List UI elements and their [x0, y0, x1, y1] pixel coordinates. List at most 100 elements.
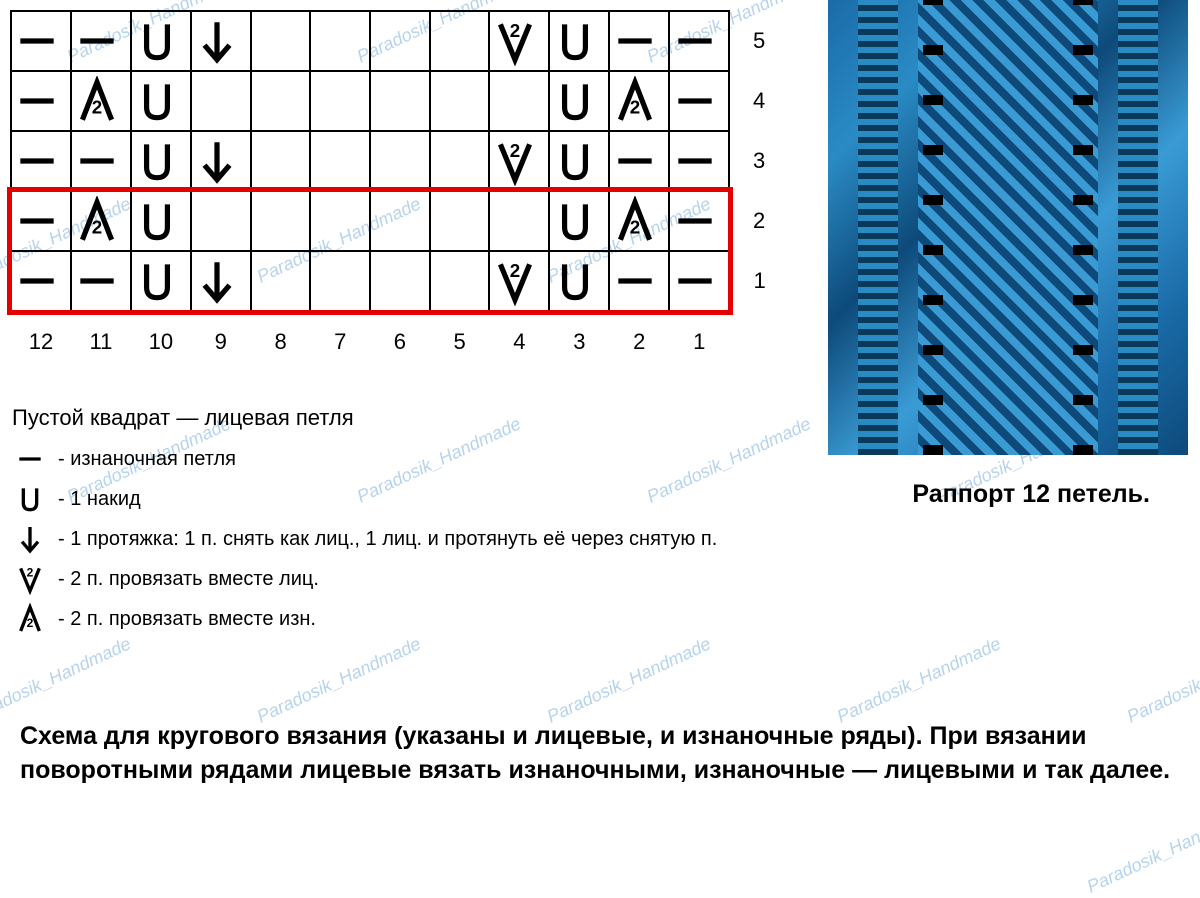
- legend-row: 2 - 2 п. провязать вместе лиц.: [12, 561, 717, 597]
- chart-cell: [251, 191, 311, 251]
- watermark: Paradosik_Handmade: [0, 633, 134, 727]
- chart-cell: [191, 251, 251, 311]
- col-label: 6: [370, 311, 430, 371]
- legend-symbol-A2: 2: [12, 601, 48, 637]
- chart-cell: 2: [71, 71, 131, 131]
- watermark: Paradosik_Handmade: [1124, 633, 1200, 727]
- col-label: 4: [489, 311, 549, 371]
- chart-cell: [609, 131, 669, 191]
- chart-cell: [370, 191, 430, 251]
- chart-cell: 2: [489, 131, 549, 191]
- chart-cell: [549, 131, 609, 191]
- svg-text:2: 2: [510, 260, 520, 281]
- watermark: Paradosik_Handmade: [1084, 803, 1200, 897]
- legend-title: Пустой квадрат — лицевая петля: [12, 400, 717, 435]
- description-text: Схема для кругового вязания (указаны и л…: [20, 720, 1180, 788]
- chart-cell: [191, 11, 251, 71]
- chart-cell: [71, 251, 131, 311]
- col-label: 9: [191, 311, 251, 371]
- chart-cell: [131, 131, 191, 191]
- col-label: 11: [71, 311, 131, 371]
- chart-cell: [370, 251, 430, 311]
- watermark: Paradosik_Handmade: [254, 633, 424, 727]
- chart-cell: [669, 131, 729, 191]
- chart-cell: [669, 11, 729, 71]
- chart-cell: [430, 71, 490, 131]
- legend-text: - 1 накид: [58, 483, 141, 515]
- legend-symbol-V2: 2: [12, 561, 48, 597]
- knitting-photo: [828, 0, 1188, 455]
- chart-cell: [430, 191, 490, 251]
- legend-row: - 1 протяжка: 1 п. снять как лиц., 1 лиц…: [12, 521, 717, 557]
- col-label: 1: [669, 311, 729, 371]
- legend-symbol-U: [12, 481, 48, 517]
- row-label: 5: [729, 11, 789, 71]
- chart-cell: [669, 71, 729, 131]
- chart-cell: [549, 71, 609, 131]
- chart-cell: [310, 251, 370, 311]
- svg-text:2: 2: [630, 97, 640, 118]
- svg-text:2: 2: [510, 140, 520, 161]
- chart-cell: [71, 11, 131, 71]
- chart-cell: [131, 71, 191, 131]
- chart-cell: [310, 71, 370, 131]
- chart-cell: [310, 131, 370, 191]
- chart-cell: [370, 71, 430, 131]
- watermark: Paradosik_Handmade: [544, 633, 714, 727]
- watermark: Paradosik_Handmade: [834, 633, 1004, 727]
- legend-row: - 1 накид: [12, 481, 717, 517]
- legend-text: - 1 протяжка: 1 п. снять как лиц., 1 лиц…: [58, 523, 717, 555]
- legend-text: - 2 п. провязать вместе изн.: [58, 603, 316, 635]
- chart-cell: [609, 251, 669, 311]
- chart-cell: [11, 191, 71, 251]
- chart-cell: [11, 131, 71, 191]
- svg-text:2: 2: [27, 616, 34, 630]
- chart-cell: [191, 71, 251, 131]
- svg-text:2: 2: [510, 20, 520, 41]
- chart-cell: [310, 11, 370, 71]
- svg-text:2: 2: [92, 217, 102, 238]
- legend-row: 2 - 2 п. провязать вместе изн.: [12, 601, 717, 637]
- chart-cell: [430, 131, 490, 191]
- col-label: 5: [430, 311, 490, 371]
- col-label: 2: [609, 311, 669, 371]
- legend: Пустой квадрат — лицевая петля - изнаноч…: [12, 400, 717, 641]
- chart-cell: [669, 251, 729, 311]
- legend-text: - 2 п. провязать вместе лиц.: [58, 563, 319, 595]
- chart-cell: [310, 191, 370, 251]
- chart-cell: [131, 251, 191, 311]
- col-label: 7: [310, 311, 370, 371]
- chart-cell: 2: [489, 251, 549, 311]
- chart-cell: [251, 71, 311, 131]
- chart-cell: 2: [489, 11, 549, 71]
- chart-cell: [549, 11, 609, 71]
- chart-cell: 2: [609, 71, 669, 131]
- chart-cell: 2: [609, 191, 669, 251]
- rapport-text: Раппорт 12 петель.: [912, 480, 1150, 509]
- chart-cell: [669, 191, 729, 251]
- chart-cell: [430, 251, 490, 311]
- chart-cell: [11, 251, 71, 311]
- col-label: 10: [131, 311, 191, 371]
- row-label: 3: [729, 131, 789, 191]
- row-label: 4: [729, 71, 789, 131]
- chart-cell: [489, 191, 549, 251]
- legend-symbol-arrow: [12, 521, 48, 557]
- svg-text:2: 2: [27, 566, 34, 580]
- chart-cell: 2: [71, 191, 131, 251]
- chart-cell: [489, 71, 549, 131]
- chart-cell: [251, 11, 311, 71]
- chart-cell: [191, 191, 251, 251]
- legend-row: - изнаночная петля: [12, 441, 717, 477]
- legend-symbol-dash: [12, 441, 48, 477]
- chart-cell: [131, 191, 191, 251]
- chart-cell: [549, 191, 609, 251]
- chart-cell: [430, 11, 490, 71]
- row-label: 2: [729, 191, 789, 251]
- chart-cell: [11, 71, 71, 131]
- chart-cell: [251, 251, 311, 311]
- col-label: 8: [251, 311, 311, 371]
- svg-text:2: 2: [630, 217, 640, 238]
- knitting-chart: 252242322221121110987654321: [10, 10, 790, 371]
- chart-cell: [370, 131, 430, 191]
